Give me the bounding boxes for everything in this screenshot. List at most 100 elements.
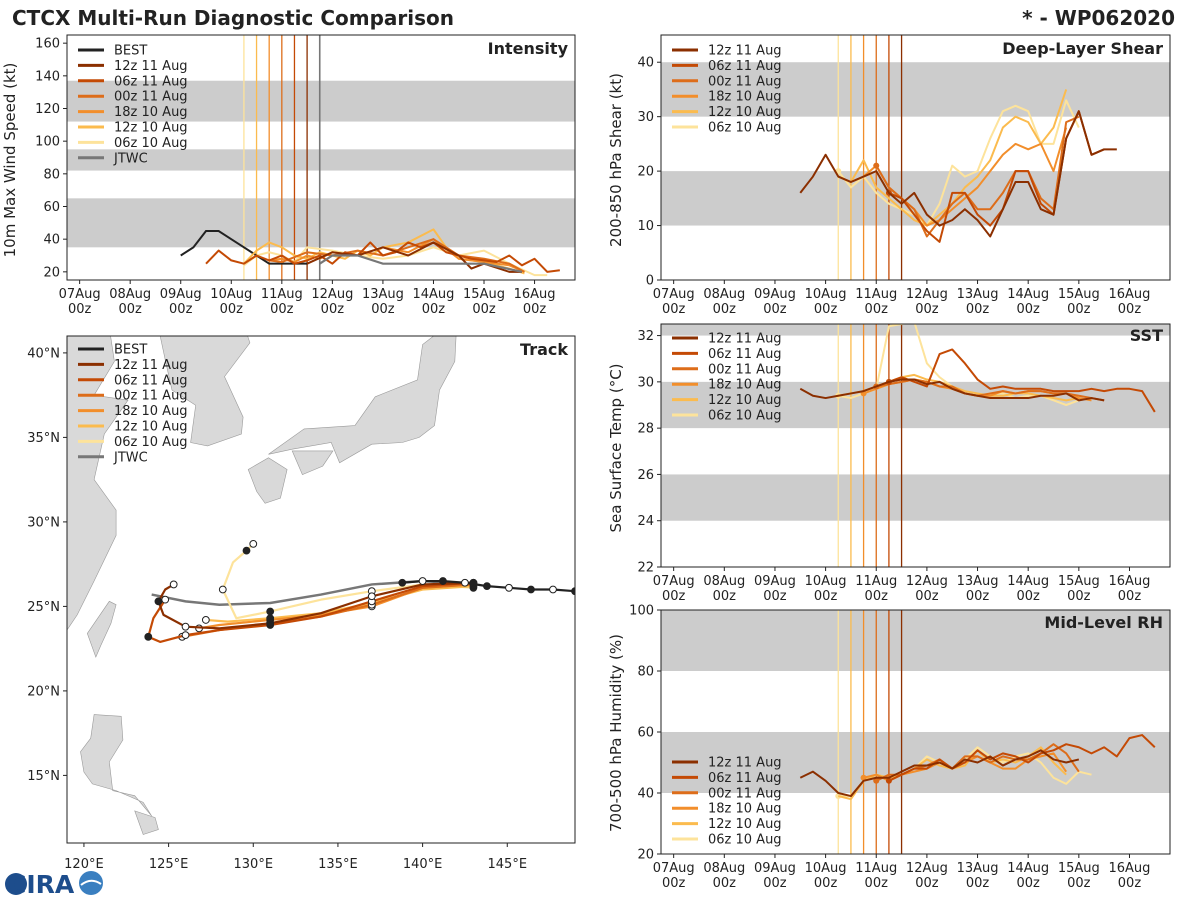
shear-series-line: [799, 110, 1117, 238]
best-track-marker: [549, 585, 557, 594]
best-track-marker: [461, 578, 469, 587]
sst-ytick-label: 28: [637, 422, 654, 437]
intensity-legend-label: JTWC: [113, 151, 148, 166]
shear-xtick-label: 13Aug: [957, 287, 999, 302]
sst-legend-label: 06z 10 Aug: [708, 409, 782, 424]
honshu-shape: [268, 336, 457, 464]
rh-ytick-label: 20: [637, 848, 654, 863]
intensity-title: Intensity: [488, 39, 569, 58]
shear-legend-label: 18z 10 Aug: [708, 90, 782, 105]
best-track-marker: [418, 577, 427, 585]
intensity-plot: 2040608010012014016007Aug00z08Aug00z09Au…: [35, 34, 576, 317]
intensity-xtick-label: 00z: [270, 302, 294, 317]
track-position-marker: [181, 622, 190, 631]
sst-xtick-label: 07Aug: [653, 574, 695, 589]
rh-init-marker: [860, 774, 867, 781]
logo-text: CIRA: [8, 870, 75, 899]
rh-xtick-label: 11Aug: [855, 861, 897, 876]
track-legend-label: 18z 10 Aug: [114, 404, 188, 419]
intensity-ytick-label: 40: [43, 233, 60, 248]
ocean-background: [67, 336, 575, 843]
intensity-xtick-label: 14Aug: [412, 287, 454, 302]
rh-xtick-label: 00z: [763, 876, 787, 891]
rh-xtick-label: 07Aug: [653, 861, 695, 876]
intensity-xtick-label: 09Aug: [160, 287, 202, 302]
sst-xtick-label: 13Aug: [957, 574, 999, 589]
shear-ytick-label: 10: [637, 219, 654, 234]
intensity-shade-band: [67, 80, 575, 122]
shear-legend-label: 06z 11 Aug: [708, 59, 782, 74]
intensity-plot-area: [67, 35, 575, 280]
track-title: Track: [520, 340, 568, 359]
track-position-marker: [266, 619, 275, 628]
sst-xtick-label: 00z: [1118, 589, 1142, 604]
shear-xtick-label: 11Aug: [855, 287, 897, 302]
sst-title: SST: [1130, 326, 1163, 345]
sst-xtick-label: 00z: [662, 589, 686, 604]
sst-legend-label: 00z 11 Aug: [708, 362, 782, 377]
intensity-xtick-label: 00z: [472, 302, 496, 317]
sst-xtick-label: 00z: [966, 589, 990, 604]
rh-shade-band: [661, 610, 1170, 671]
sst-panel: 22242628303207Aug00z08Aug00z09Aug00z10Au…: [607, 323, 1171, 604]
track-position-marker: [144, 632, 153, 641]
track-legend-label: 12z 10 Aug: [114, 420, 188, 435]
sst-legend-label: 12z 10 Aug: [708, 393, 782, 408]
shear-ytick-label: 20: [637, 165, 654, 180]
track-plot-area: [67, 336, 575, 843]
intensity-xtick-label: 13Aug: [362, 287, 404, 302]
rh-xtick-label: 00z: [966, 876, 990, 891]
shear-xtick-label: 16Aug: [1109, 287, 1151, 302]
rh-xtick-label: 00z: [1017, 876, 1041, 891]
rh-xtick-label: 00z: [915, 876, 939, 891]
intensity-xtick-label: 08Aug: [109, 287, 151, 302]
intensity-ylabel: 10m Max Wind Speed (kt): [1, 63, 19, 258]
shear-series-line: [875, 115, 1080, 238]
track-legend-label: JTWC: [113, 450, 148, 465]
storm-id: * - WP062020: [1022, 6, 1175, 30]
track-position-marker: [169, 580, 178, 589]
sst-legend-label: 12z 11 Aug: [708, 332, 782, 347]
logo-globe-icon: [5, 873, 27, 895]
sst-xtick-label: 15Aug: [1058, 574, 1100, 589]
intensity-xtick-label: 00z: [169, 302, 193, 317]
track-position-marker: [161, 595, 170, 604]
shear-legend-label: 12z 10 Aug: [708, 105, 782, 120]
sst-plot: 22242628303207Aug00z08Aug00z09Aug00z10Au…: [637, 323, 1171, 604]
sst-xtick-label: 08Aug: [703, 574, 745, 589]
intensity-shade-band: [67, 149, 575, 171]
track-ytick-label: 40°N: [27, 346, 60, 361]
shikoku-shape: [291, 450, 334, 475]
rh-init-marker: [885, 777, 892, 784]
shear-xtick-label: 00z: [966, 302, 990, 317]
intensity-series-line: [243, 246, 548, 277]
sst-xtick-label: 00z: [713, 589, 737, 604]
rh-ylabel: 700-500 hPa Humidity (%): [607, 634, 625, 832]
shear-ylabel: 200-850 hPa Shear (kt): [607, 73, 625, 247]
sst-xtick-label: 00z: [915, 589, 939, 604]
sst-axes-frame: [660, 323, 1171, 568]
shear-axes-frame: [660, 34, 1171, 281]
rh-xtick-label: 15Aug: [1058, 861, 1100, 876]
intensity-ytick-label: 120: [35, 102, 60, 117]
sst-xtick-label: 16Aug: [1109, 574, 1151, 589]
forecast-track-line: [221, 543, 474, 620]
sst-ytick-label: 22: [637, 561, 654, 576]
intensity-legend-label: 06z 11 Aug: [114, 74, 188, 89]
best-track-marker: [527, 585, 535, 594]
intensity-ytick-label: 80: [43, 167, 60, 182]
shear-title: Deep-Layer Shear: [1002, 39, 1163, 58]
intensity-best-line: [180, 230, 308, 265]
rh-plot-area: [661, 610, 1170, 854]
intensity-xtick-label: 00z: [371, 302, 395, 317]
rh-legend-label: 06z 10 Aug: [708, 833, 782, 848]
logo-emblem-icon: [79, 871, 103, 895]
rh-ytick-label: 60: [637, 726, 654, 741]
shear-shade-band: [661, 62, 1170, 117]
sst-xtick-label: 09Aug: [754, 574, 796, 589]
shear-xtick-label: 07Aug: [653, 287, 695, 302]
